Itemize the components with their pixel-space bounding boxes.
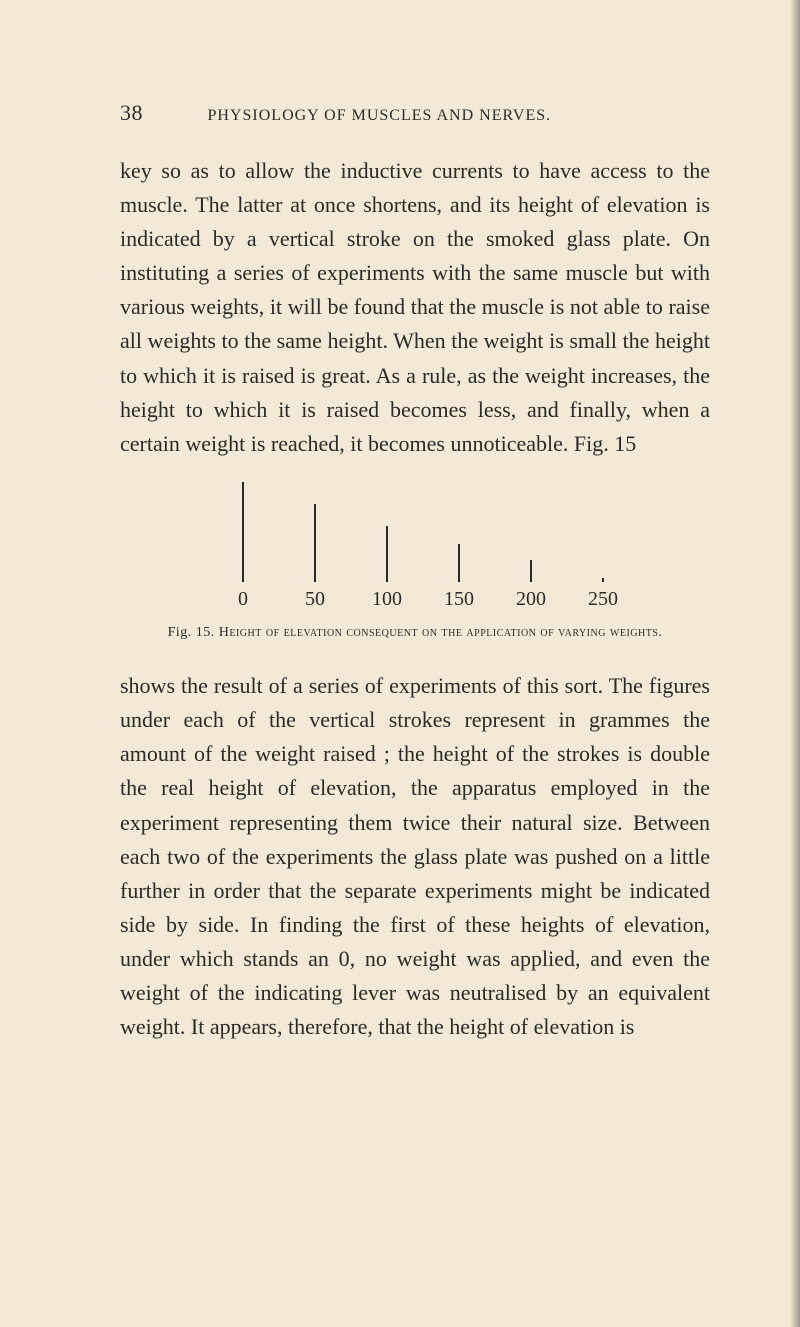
running-title: PHYSIOLOGY OF MUSCLES AND NERVES.: [208, 107, 552, 124]
bar-3: [458, 544, 460, 582]
bar-label-2: 100: [372, 588, 402, 611]
page-right-shadow: [790, 0, 800, 1327]
bar-5: [602, 578, 604, 582]
bar-2: [386, 526, 388, 582]
bar-col-4: 200: [508, 560, 554, 611]
bar-label-5: 250: [588, 588, 618, 611]
page-number: 38: [120, 100, 143, 126]
page-container: 38 PHYSIOLOGY OF MUSCLES AND NERVES. key…: [0, 0, 800, 1327]
figure-caption-number: Fig. 15.: [168, 625, 215, 640]
bar-label-1: 50: [305, 588, 325, 611]
bar-0: [242, 482, 244, 582]
bar-label-4: 200: [516, 588, 546, 611]
bar-col-2: 100: [364, 526, 410, 611]
bar-col-3: 150: [436, 544, 482, 611]
bar-col-5: 250: [580, 578, 626, 611]
chart-bars-row: 0 50 100 150 200 250: [120, 481, 710, 611]
page-header: 38 PHYSIOLOGY OF MUSCLES AND NERVES.: [120, 100, 710, 126]
bar-1: [314, 504, 316, 582]
figure-caption-text: Height of elevation consequent on the ap…: [219, 625, 663, 640]
bar-col-0: 0: [220, 482, 266, 611]
figure-caption: Fig. 15. Height of elevation consequent …: [120, 623, 710, 643]
bar-label-3: 150: [444, 588, 474, 611]
body-paragraph-1: key so as to allow the inductive current…: [120, 154, 710, 461]
bar-4: [530, 560, 532, 582]
bar-label-0: 0: [238, 588, 248, 611]
body-paragraph-2: shows the result of a series of experime…: [120, 669, 710, 1044]
elevation-chart: 0 50 100 150 200 250: [120, 481, 710, 611]
bar-col-1: 50: [292, 504, 338, 611]
